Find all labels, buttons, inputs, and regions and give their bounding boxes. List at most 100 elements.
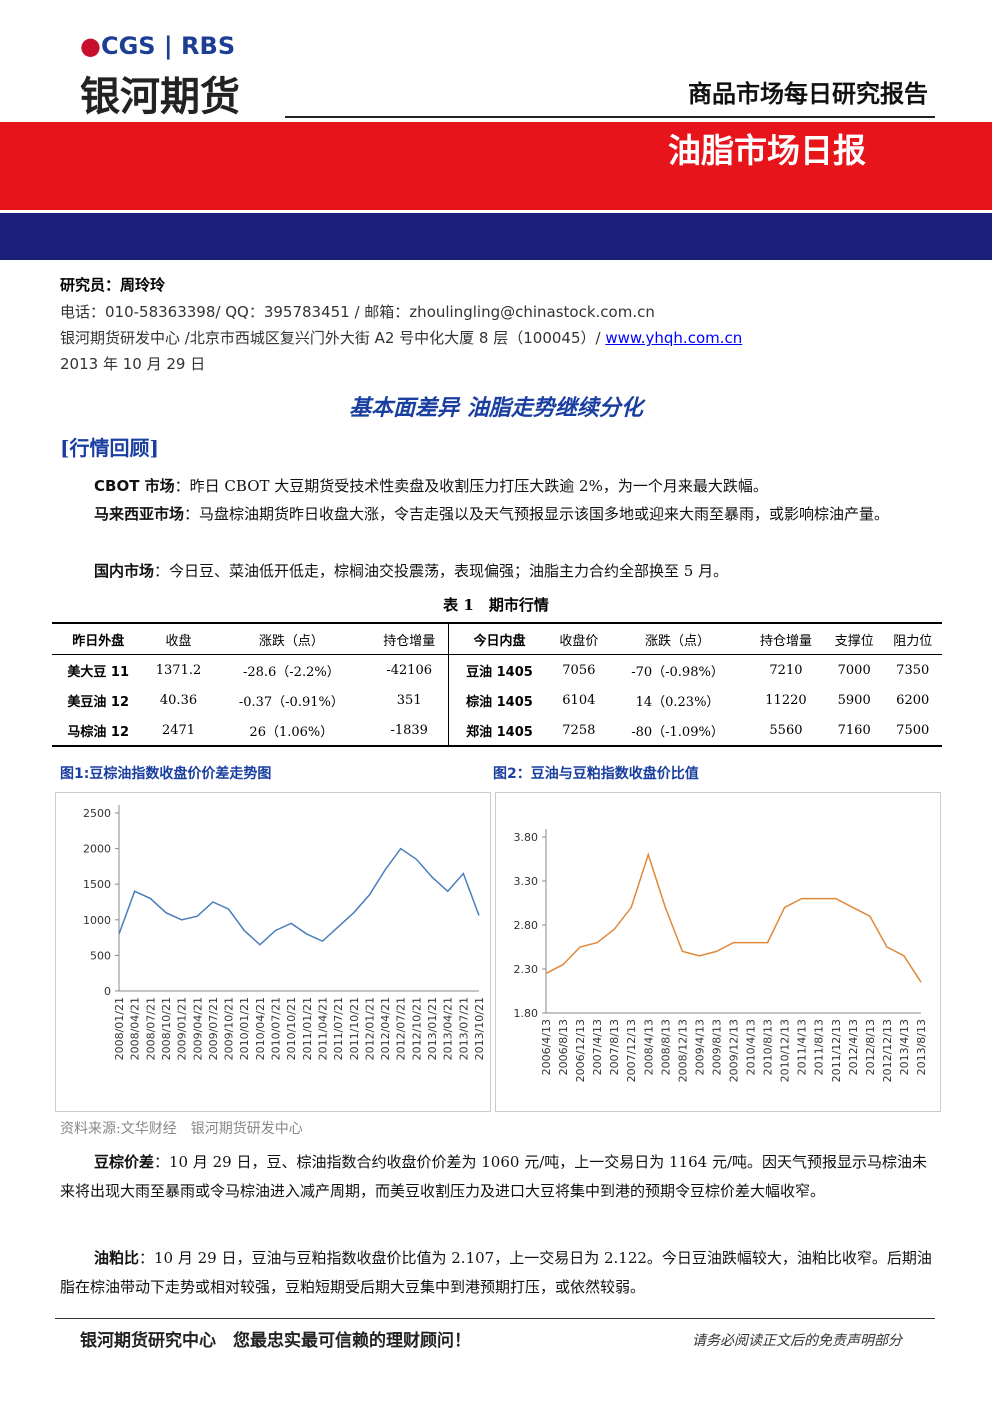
table-cell: 马棕油 12 (67, 724, 129, 740)
website[interactable]: www.yhqh.com.cn (605, 329, 743, 347)
x-tick-label: 2012/01/21 (363, 997, 376, 1060)
logo: ●CGS | RBS (80, 32, 236, 60)
table-cell: 14（0.23%） (635, 694, 720, 710)
x-tick-label: 2012/8/13 (864, 1019, 877, 1075)
paragraph-label: 马来西亚市场 (94, 505, 185, 523)
table-cell: 7056 (562, 662, 596, 678)
table: 昨日外盘 收盘 涨跌（点） 持仓增量 今日内盘 收盘价 涨跌（点） 持仓增量 支撑位 阻力位 美大豆… (52, 622, 942, 747)
paragraph-label: 豆棕价差 (94, 1153, 155, 1171)
contact: 电话：010-58363398/ QQ：395783451 / 邮箱：zhoul… (60, 303, 655, 321)
table-cell: 郑油 1405 (448, 715, 550, 746)
x-tick-label: 2009/01/21 (176, 997, 189, 1060)
table-cell: 7160 (837, 722, 871, 738)
y-tick-label: 1500 (83, 878, 111, 891)
table-cell: 今日内盘 (448, 623, 550, 655)
table-row: 昨日外盘 收盘 涨跌（点） 持仓增量 今日内盘 收盘价 涨跌（点） 持仓增量 支撑位 阻力位 (52, 623, 942, 655)
x-tick-label: 2008/07/21 (144, 997, 157, 1060)
x-tick-label: 2010/10/21 (285, 997, 298, 1060)
y-tick-label: 3.30 (514, 875, 539, 888)
table-cell: 收盘价 (559, 633, 599, 649)
x-tick-label: 2007/4/13 (591, 1019, 604, 1075)
table-cell: -28.6（-2.2%） (242, 664, 340, 680)
chart: 1.80 2.30 2.80 3.30 3.80 2006/4/13 2006/8/13 20… (495, 792, 941, 1112)
x-tick-label: 2009/4/13 (693, 1019, 706, 1075)
x-tick-label: 2009/07/21 (207, 997, 220, 1060)
x-tick-label: 2008/10/21 (160, 997, 173, 1060)
x-tick-label: 2010/04/21 (254, 997, 267, 1060)
x-tick-label: 2010/4/13 (745, 1019, 758, 1075)
table-cell: 7210 (769, 662, 803, 678)
table-cell: 351 (396, 692, 422, 708)
table-caption: 表 1 期市行情 (443, 596, 549, 614)
table-cell: 持仓增量 (383, 633, 436, 649)
table-cell: 美豆油 12 (67, 694, 129, 710)
table-cell: 7350 (896, 662, 930, 678)
table-cell: 11220 (765, 692, 807, 708)
y-tick-label: 2000 (83, 843, 111, 856)
x-tick-label: 2007/8/13 (608, 1019, 621, 1075)
x-tick-label: 2012/12/13 (881, 1019, 894, 1082)
chart: 0 500 1000 1500 2000 2500 2008/01/21 2008/04/21… (55, 792, 491, 1112)
table-cell: 2471 (161, 722, 196, 738)
table-cell: -80（-1.09%） (631, 724, 724, 740)
x-tick-label: 2011/12/13 (830, 1019, 843, 1082)
x-tick-label: 2013/10/21 (473, 997, 486, 1060)
table-cell: 1371.2 (155, 662, 202, 678)
x-tick-label: 2013/8/13 (915, 1019, 928, 1075)
table-cell: 40.36 (159, 692, 198, 708)
x-tick-label: 2012/07/21 (395, 997, 408, 1060)
x-tick-label: 2008/8/13 (659, 1019, 672, 1075)
researcher: 周玲玲 (120, 276, 166, 294)
x-tick-label: 2010/07/21 (270, 997, 283, 1060)
figure-title: 图1:豆棕油指数收盘价价差走势图 (60, 766, 272, 782)
table-cell: -1839 (390, 722, 428, 738)
x-tick-label: 2012/04/21 (379, 997, 392, 1060)
line (545, 852, 922, 983)
figure-title: 图2：豆油与豆粕指数收盘价比值 (493, 766, 699, 782)
red-band (0, 122, 992, 210)
table-cell: 收盘 (165, 633, 192, 649)
table-cell: 26（1.06%） (249, 724, 334, 740)
table-cell: 6104 (562, 692, 596, 708)
paragraph-text: ：今日豆、菜油低开低走，棕榈油交投震荡，表现偏强；油脂主力合约全部换至 5 月。 (154, 562, 729, 580)
x-tick-label: 2008/12/13 (676, 1019, 689, 1082)
table-cell: 5900 (837, 692, 871, 708)
x-tick-label: 2008/04/21 (129, 997, 142, 1060)
table-cell: -42106 (386, 662, 433, 678)
x-tick-label: 2009/10/21 (223, 997, 236, 1060)
table-cell: 豆油 1405 (448, 654, 550, 685)
paragraph-label: 国内市场 (94, 562, 155, 580)
x-tick-label: 2008/01/21 (113, 997, 126, 1060)
x-tick-label: 2011/8/13 (813, 1019, 826, 1075)
table-cell: 5560 (769, 722, 803, 738)
x-tick-label: 2007/12/13 (625, 1019, 638, 1082)
paragraph: 豆棕价差：10 月 29 日，豆、棕油指数合约收盘价价差为 1060 元/吨，上… (60, 1148, 934, 1206)
x-tick-label: 2010/12/13 (779, 1019, 792, 1082)
y-tick-label: 3.80 (514, 831, 539, 844)
report-type: 商品市场每日研究报告 (688, 80, 928, 108)
table-cell: 涨跌（点） (258, 633, 324, 649)
table-cell: 昨日外盘 (72, 633, 125, 649)
y-tick-label: 0 (104, 985, 111, 998)
x-tick-label: 2013/04/21 (442, 997, 455, 1060)
logo-right: RBS (181, 32, 236, 60)
table-cell: 7000 (837, 662, 871, 678)
date: 2013 年 10 月 29 日 (60, 355, 206, 373)
table-row: 美大豆 11 1371.2 -28.6（-2.2%） -42106 豆油 1405 705… (52, 654, 942, 685)
y-tick-label: 2.30 (514, 963, 539, 976)
headline: 基本面差异 油脂走势继续分化 (349, 395, 643, 421)
x-tick-label: 2006/12/13 (574, 1019, 587, 1082)
paragraph: 马来西亚市场：马盘棕油期货昨日收盘大涨，令吉走强以及天气预报显示该国多地或迎来大… (60, 500, 934, 529)
line (118, 847, 480, 946)
footer-right: 请务必阅读正文后的免责声明部分 (692, 1333, 902, 1349)
x-tick-label: 2011/04/21 (316, 997, 329, 1060)
table-cell: 涨跌（点） (645, 633, 711, 649)
paragraph-text: ：马盘棕油期货昨日收盘大涨，令吉走强以及天气预报显示该国多地或迎来大雨至暴雨，或… (184, 505, 890, 523)
x-tick-label: 2008/4/13 (642, 1019, 655, 1075)
table-cell: -70（-0.98%） (631, 664, 724, 680)
paragraph: 油粕比：10 月 29 日，豆油与豆粕指数收盘价比值为 2.107，上一交易日为… (60, 1244, 934, 1302)
x-tick-label: 2006/4/13 (540, 1019, 553, 1075)
x-tick-label: 2010/01/21 (238, 997, 251, 1060)
address: 银河期货研发中心 /北京市西城区复兴门外大街 A2 号中化大厦 8 层（1000… (60, 329, 606, 347)
